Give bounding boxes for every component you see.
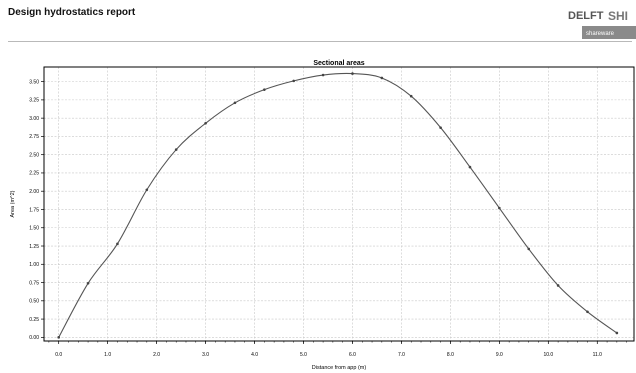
x-tick-label: 10.0 bbox=[543, 352, 553, 358]
x-tick-label: 7.0 bbox=[398, 352, 405, 358]
data-point bbox=[351, 72, 354, 75]
x-tick-label: 11.0 bbox=[593, 352, 603, 358]
data-point bbox=[556, 284, 560, 287]
data-point bbox=[233, 101, 237, 105]
logo-brand-right: SHI bbox=[608, 9, 628, 23]
x-tick-label: 1.0 bbox=[104, 352, 111, 358]
logo-tagline-band bbox=[582, 26, 636, 39]
x-tick-label: 8.0 bbox=[447, 352, 454, 358]
plot-frame bbox=[43, 66, 635, 342]
y-tick-label: 2.00 bbox=[29, 189, 39, 195]
data-point bbox=[498, 206, 501, 210]
x-tick-label: 6.0 bbox=[349, 352, 356, 358]
y-tick-label: 1.00 bbox=[29, 262, 39, 268]
data-point bbox=[586, 310, 589, 314]
data-point bbox=[380, 76, 384, 80]
data-point bbox=[145, 188, 149, 192]
data-point bbox=[263, 88, 266, 91]
data-point bbox=[321, 73, 325, 77]
y-tick-label: 3.50 bbox=[29, 79, 39, 85]
x-axis-label: Distance from app (m) bbox=[312, 365, 367, 371]
report-title: Design hydrostatics report bbox=[8, 7, 136, 18]
data-point bbox=[57, 336, 60, 339]
logo-tagline: shareware bbox=[586, 31, 615, 37]
data-point bbox=[527, 247, 531, 251]
y-axis-label: Area (m^2) bbox=[10, 190, 16, 217]
data-point bbox=[439, 126, 442, 129]
data-point bbox=[116, 242, 119, 246]
data-point bbox=[204, 121, 207, 125]
y-tick-label: 3.00 bbox=[29, 116, 39, 122]
y-tick-label: 1.75 bbox=[29, 207, 39, 213]
data-point bbox=[615, 331, 619, 335]
data-point bbox=[86, 281, 90, 285]
series-layer bbox=[57, 72, 619, 339]
y-tick-label: 0.50 bbox=[29, 299, 39, 305]
data-point bbox=[409, 94, 413, 98]
y-tick-label: 0.75 bbox=[29, 280, 39, 286]
chart-title: Sectional areas bbox=[313, 60, 364, 67]
area-curve bbox=[58, 72, 618, 338]
x-tick-label: 9.0 bbox=[496, 352, 503, 358]
x-tick-label: 0.0 bbox=[55, 352, 62, 358]
y-tick-label: 0.25 bbox=[29, 317, 39, 323]
y-tick-label: 1.50 bbox=[29, 226, 39, 232]
header-divider bbox=[8, 41, 632, 42]
x-tick-label: 2.0 bbox=[153, 352, 160, 358]
y-tick-label: 2.75 bbox=[29, 134, 39, 140]
grid-layer bbox=[44, 67, 634, 341]
y-tick-label: 2.50 bbox=[29, 152, 39, 158]
y-tick-label: 2.25 bbox=[29, 171, 39, 177]
y-tick-label: 3.25 bbox=[29, 98, 39, 104]
logo-brand-left: DELFT bbox=[568, 10, 604, 22]
x-tick-label: 4.0 bbox=[251, 352, 258, 358]
tick-layer: 0.00 0.25 0.50 0.75 1.00 1.25 1.50 1.75 2.00 2.25… bbox=[29, 79, 627, 358]
data-point bbox=[468, 165, 472, 169]
y-tick-label: 1.25 bbox=[29, 244, 39, 250]
data-point bbox=[174, 148, 178, 151]
y-tick-label: 0.00 bbox=[29, 335, 39, 341]
x-tick-label: 3.0 bbox=[202, 352, 209, 358]
data-point bbox=[292, 79, 296, 83]
delftship-logo: DELFT SHI shareware bbox=[568, 9, 636, 39]
x-tick-label: 5.0 bbox=[300, 352, 307, 358]
